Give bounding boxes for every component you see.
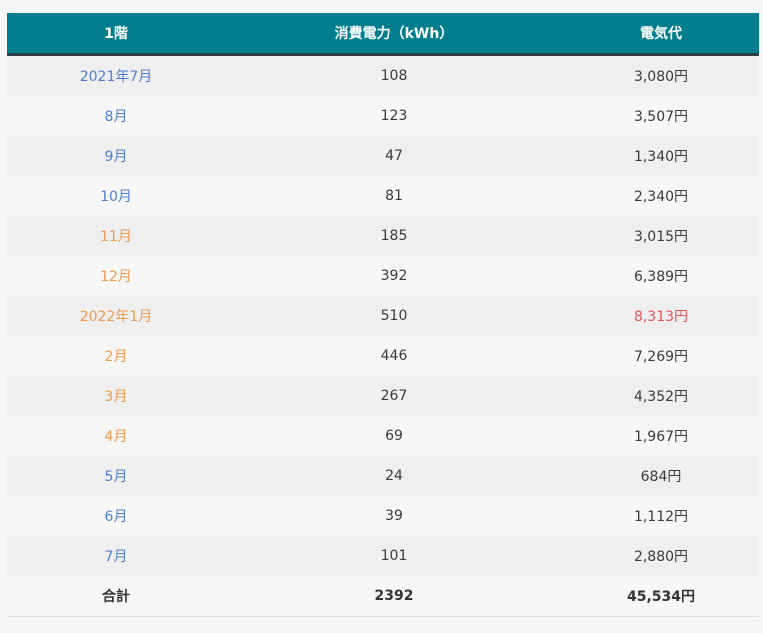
cost-cell: 3,015円 (563, 216, 759, 256)
month-cell: 2021年7月 (7, 54, 225, 96)
header-consumption: 消費電力（kWh） (225, 13, 563, 56)
total-kwh: 2392 (225, 576, 563, 617)
table-row: 7月 101 2,880円 (7, 536, 759, 576)
table-row: 3月 267 4,352円 (7, 376, 759, 416)
total-cost: 45,534円 (563, 576, 759, 617)
cost-cell: 1,967円 (563, 416, 759, 456)
cost-cell: 7,269円 (563, 336, 759, 376)
table-row: 5月 24 684円 (7, 456, 759, 496)
kwh-cell: 81 (225, 176, 563, 216)
cost-cell: 8,313円 (563, 296, 759, 336)
cost-cell: 3,080円 (563, 54, 759, 96)
table-row: 10月 81 2,340円 (7, 176, 759, 216)
month-cell: 6月 (7, 496, 225, 536)
month-cell: 8月 (7, 96, 225, 136)
month-cell: 2月 (7, 336, 225, 376)
cost-cell: 2,880円 (563, 536, 759, 576)
table-row: 2月 446 7,269円 (7, 336, 759, 376)
month-cell: 5月 (7, 456, 225, 496)
kwh-cell: 24 (225, 456, 563, 496)
table-row: 2021年7月 108 3,080円 (7, 54, 759, 96)
cost-cell: 1,112円 (563, 496, 759, 536)
month-cell: 12月 (7, 256, 225, 296)
month-cell: 4月 (7, 416, 225, 456)
table-row: 2022年1月 510 8,313円 (7, 296, 759, 336)
header-floor: 1階 (7, 13, 225, 56)
header-row: 1階 消費電力（kWh） 電気代 (7, 13, 759, 56)
total-row: 合計 2392 45,534円 (7, 576, 759, 617)
header-cost: 電気代 (563, 13, 759, 56)
kwh-cell: 69 (225, 416, 563, 456)
cost-cell: 3,507円 (563, 96, 759, 136)
table-row: 6月 39 1,112円 (7, 496, 759, 536)
table-row: 9月 47 1,340円 (7, 136, 759, 176)
electricity-usage-table: 1階 消費電力（kWh） 電気代 2021年7月 108 3,080円 8月 123 3,… (7, 13, 759, 617)
month-cell: 9月 (7, 136, 225, 176)
table-row: 11月 185 3,015円 (7, 216, 759, 256)
kwh-cell: 185 (225, 216, 563, 256)
kwh-cell: 101 (225, 536, 563, 576)
table-header: 1階 消費電力（kWh） 電気代 (7, 13, 759, 56)
table-row: 12月 392 6,389円 (7, 256, 759, 296)
kwh-cell: 47 (225, 136, 563, 176)
month-cell: 7月 (7, 536, 225, 576)
cost-cell: 684円 (563, 456, 759, 496)
cost-cell: 4,352円 (563, 376, 759, 416)
kwh-cell: 392 (225, 256, 563, 296)
table-row: 4月 69 1,967円 (7, 416, 759, 456)
kwh-cell: 510 (225, 296, 563, 336)
kwh-cell: 123 (225, 96, 563, 136)
total-label: 合計 (7, 576, 225, 617)
month-cell: 2022年1月 (7, 296, 225, 336)
kwh-cell: 446 (225, 336, 563, 376)
usage-table-container: 1階 消費電力（kWh） 電気代 2021年7月 108 3,080円 8月 123 3,… (7, 13, 759, 617)
table-row: 8月 123 3,507円 (7, 96, 759, 136)
cost-cell: 1,340円 (563, 136, 759, 176)
month-cell: 10月 (7, 176, 225, 216)
month-cell: 3月 (7, 376, 225, 416)
kwh-cell: 267 (225, 376, 563, 416)
cost-cell: 6,389円 (563, 256, 759, 296)
kwh-cell: 39 (225, 496, 563, 536)
kwh-cell: 108 (225, 54, 563, 96)
cost-cell: 2,340円 (563, 176, 759, 216)
month-cell: 11月 (7, 216, 225, 256)
table-body: 2021年7月 108 3,080円 8月 123 3,507円 9月 47 1,340円 10月… (7, 54, 759, 617)
